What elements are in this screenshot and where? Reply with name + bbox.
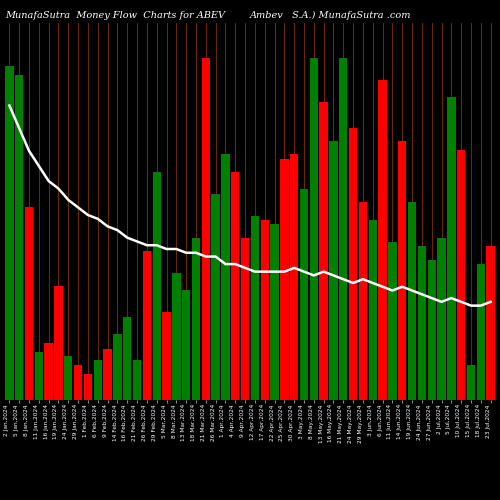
Bar <box>290 154 298 400</box>
Bar <box>418 246 426 400</box>
Bar <box>222 154 230 400</box>
Bar <box>330 141 338 400</box>
Bar <box>388 242 396 400</box>
Text: Ambev   S.A.) MunafaSutra .com: Ambev S.A.) MunafaSutra .com <box>250 11 412 20</box>
Bar <box>25 207 33 400</box>
Bar <box>398 141 406 400</box>
Bar <box>113 334 122 400</box>
Bar <box>349 128 358 400</box>
Bar <box>368 220 377 400</box>
Bar <box>152 172 161 400</box>
Bar <box>192 238 200 400</box>
Bar <box>241 238 250 400</box>
Bar <box>74 365 82 400</box>
Bar <box>212 194 220 400</box>
Bar <box>142 251 151 400</box>
Bar <box>34 352 43 400</box>
Bar <box>5 66 14 400</box>
Bar <box>104 349 112 400</box>
Bar <box>320 102 328 400</box>
Bar <box>408 202 416 400</box>
Bar <box>359 202 367 400</box>
Bar <box>182 290 190 400</box>
Bar <box>172 272 180 400</box>
Bar <box>64 356 72 400</box>
Bar <box>231 172 239 400</box>
Bar <box>428 260 436 400</box>
Bar <box>260 220 269 400</box>
Bar <box>280 158 288 400</box>
Bar <box>44 343 53 400</box>
Bar <box>310 58 318 400</box>
Bar <box>467 365 475 400</box>
Bar <box>447 97 456 400</box>
Bar <box>123 316 132 400</box>
Bar <box>300 190 308 400</box>
Bar <box>250 216 259 400</box>
Bar <box>438 238 446 400</box>
Bar <box>15 75 24 400</box>
Bar <box>54 286 62 400</box>
Text: MunafaSutra  Money Flow  Charts for ABEV: MunafaSutra Money Flow Charts for ABEV <box>5 11 225 20</box>
Bar <box>339 58 347 400</box>
Bar <box>486 246 495 400</box>
Bar <box>162 312 170 400</box>
Bar <box>457 150 466 400</box>
Bar <box>202 58 210 400</box>
Bar <box>94 360 102 400</box>
Bar <box>133 360 141 400</box>
Bar <box>270 224 278 400</box>
Bar <box>84 374 92 400</box>
Bar <box>378 80 387 400</box>
Bar <box>476 264 485 400</box>
